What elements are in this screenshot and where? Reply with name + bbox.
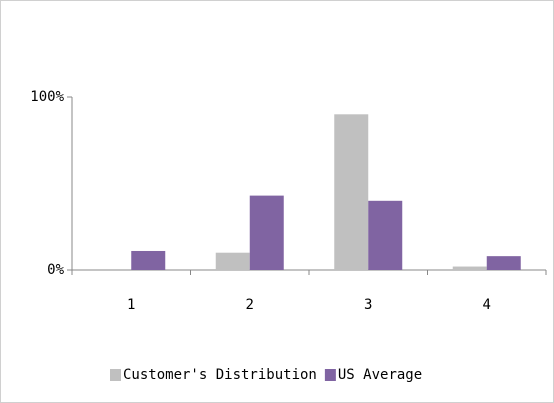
legend-swatch <box>324 369 336 381</box>
x-tick-label: 1 <box>127 297 135 313</box>
x-tick-label: 3 <box>364 297 372 313</box>
bar <box>249 195 284 270</box>
bar <box>486 256 521 270</box>
legend-swatch <box>110 369 121 381</box>
bar <box>215 252 250 270</box>
x-tick-label: 4 <box>483 297 491 313</box>
bar <box>334 114 369 270</box>
legend-label: US Average <box>338 367 422 383</box>
y-tick-label: 0% <box>47 262 64 278</box>
y-tick-label: 100% <box>30 89 64 105</box>
bar <box>131 250 166 270</box>
bar <box>452 266 487 270</box>
legend-label: Customer's Distribution <box>123 367 317 383</box>
x-tick-label: 2 <box>246 297 254 313</box>
bar <box>368 200 403 270</box>
